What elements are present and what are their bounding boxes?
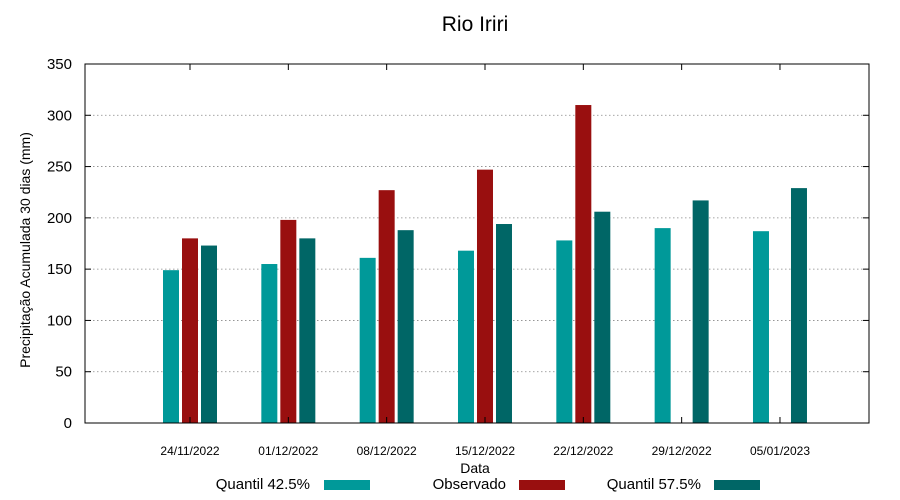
bar-quantil-42-5- [163,270,179,423]
bar-quantil-42-5- [261,264,278,423]
bar-quantil-57-5- [692,200,709,423]
y-tick-label: 0 [64,415,72,432]
bar-quantil-42-5- [359,257,376,423]
y-tick-label: 300 [47,107,72,124]
legend-label: Observado [433,476,506,493]
legend-label: Quantil 42.5% [216,476,310,493]
legend-label: Quantil 57.5% [607,476,701,493]
x-tick-label: 08/12/2022 [357,444,417,458]
y-tick-label: 350 [47,56,72,73]
bar-observado [280,219,297,423]
bar-quantil-57-5- [201,245,217,423]
bar-observado [575,105,592,424]
bar-quantil-57-5- [397,230,414,423]
legend-swatch [519,480,565,490]
legend-swatch [324,480,370,490]
bar-quantil-57-5- [299,238,316,423]
y-tick-label: 150 [47,261,72,278]
x-tick-label: 29/12/2022 [652,444,712,458]
x-tick-label: 15/12/2022 [455,444,515,458]
y-tick-label: 200 [47,210,72,227]
bar-quantil-42-5- [457,250,474,423]
plot-frame [84,63,870,424]
bar-observado [476,169,493,423]
bar-quantil-42-5- [556,240,573,423]
x-axis-ticks: 24/11/2022 01/12/2022 08/12/2022 15/12/2022… [160,64,810,458]
bar-quantil-57-5- [495,224,512,423]
x-axis-label: Data [460,460,490,476]
bar-quantil-42-5- [654,228,671,423]
bars [163,105,807,424]
legend: Quantil 42.5% Observado Quantil 57.5% [216,476,760,493]
bar-observado [378,190,395,423]
bar-observado [182,238,198,423]
x-tick-label: 24/11/2022 [160,444,219,458]
y-axis-label: Precipitação Acumulada 30 dias (mm) [17,132,33,368]
legend-swatch [714,480,760,490]
y-axis-ticks: 0 50 100 150 200 250 300 350 [47,56,869,432]
chart-title: Rio Iriri [442,13,509,36]
bar-quantil-57-5- [790,188,807,423]
y-tick-label: 100 [47,312,72,329]
x-tick-label: 22/12/2022 [553,444,613,458]
x-tick-label: 01/12/2022 [258,444,318,458]
bar-quantil-57-5- [594,211,611,423]
y-tick-label: 50 [55,364,72,381]
bar-quantil-42-5- [752,231,769,423]
y-tick-label: 250 [47,159,72,176]
x-tick-label: 05/01/2023 [750,444,810,458]
